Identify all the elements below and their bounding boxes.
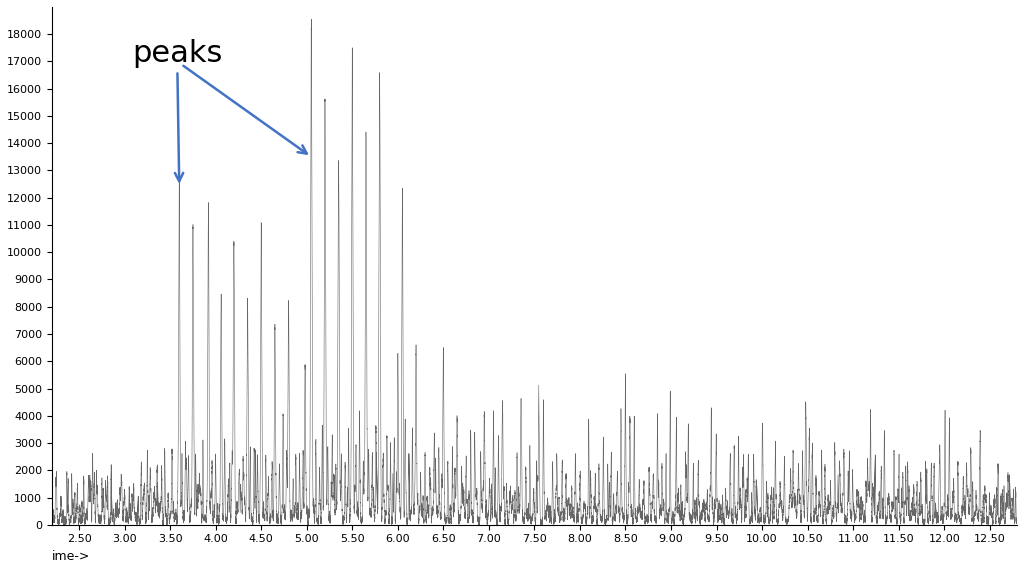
X-axis label: ime->: ime->	[52, 550, 90, 563]
Text: peaks: peaks	[132, 39, 222, 181]
